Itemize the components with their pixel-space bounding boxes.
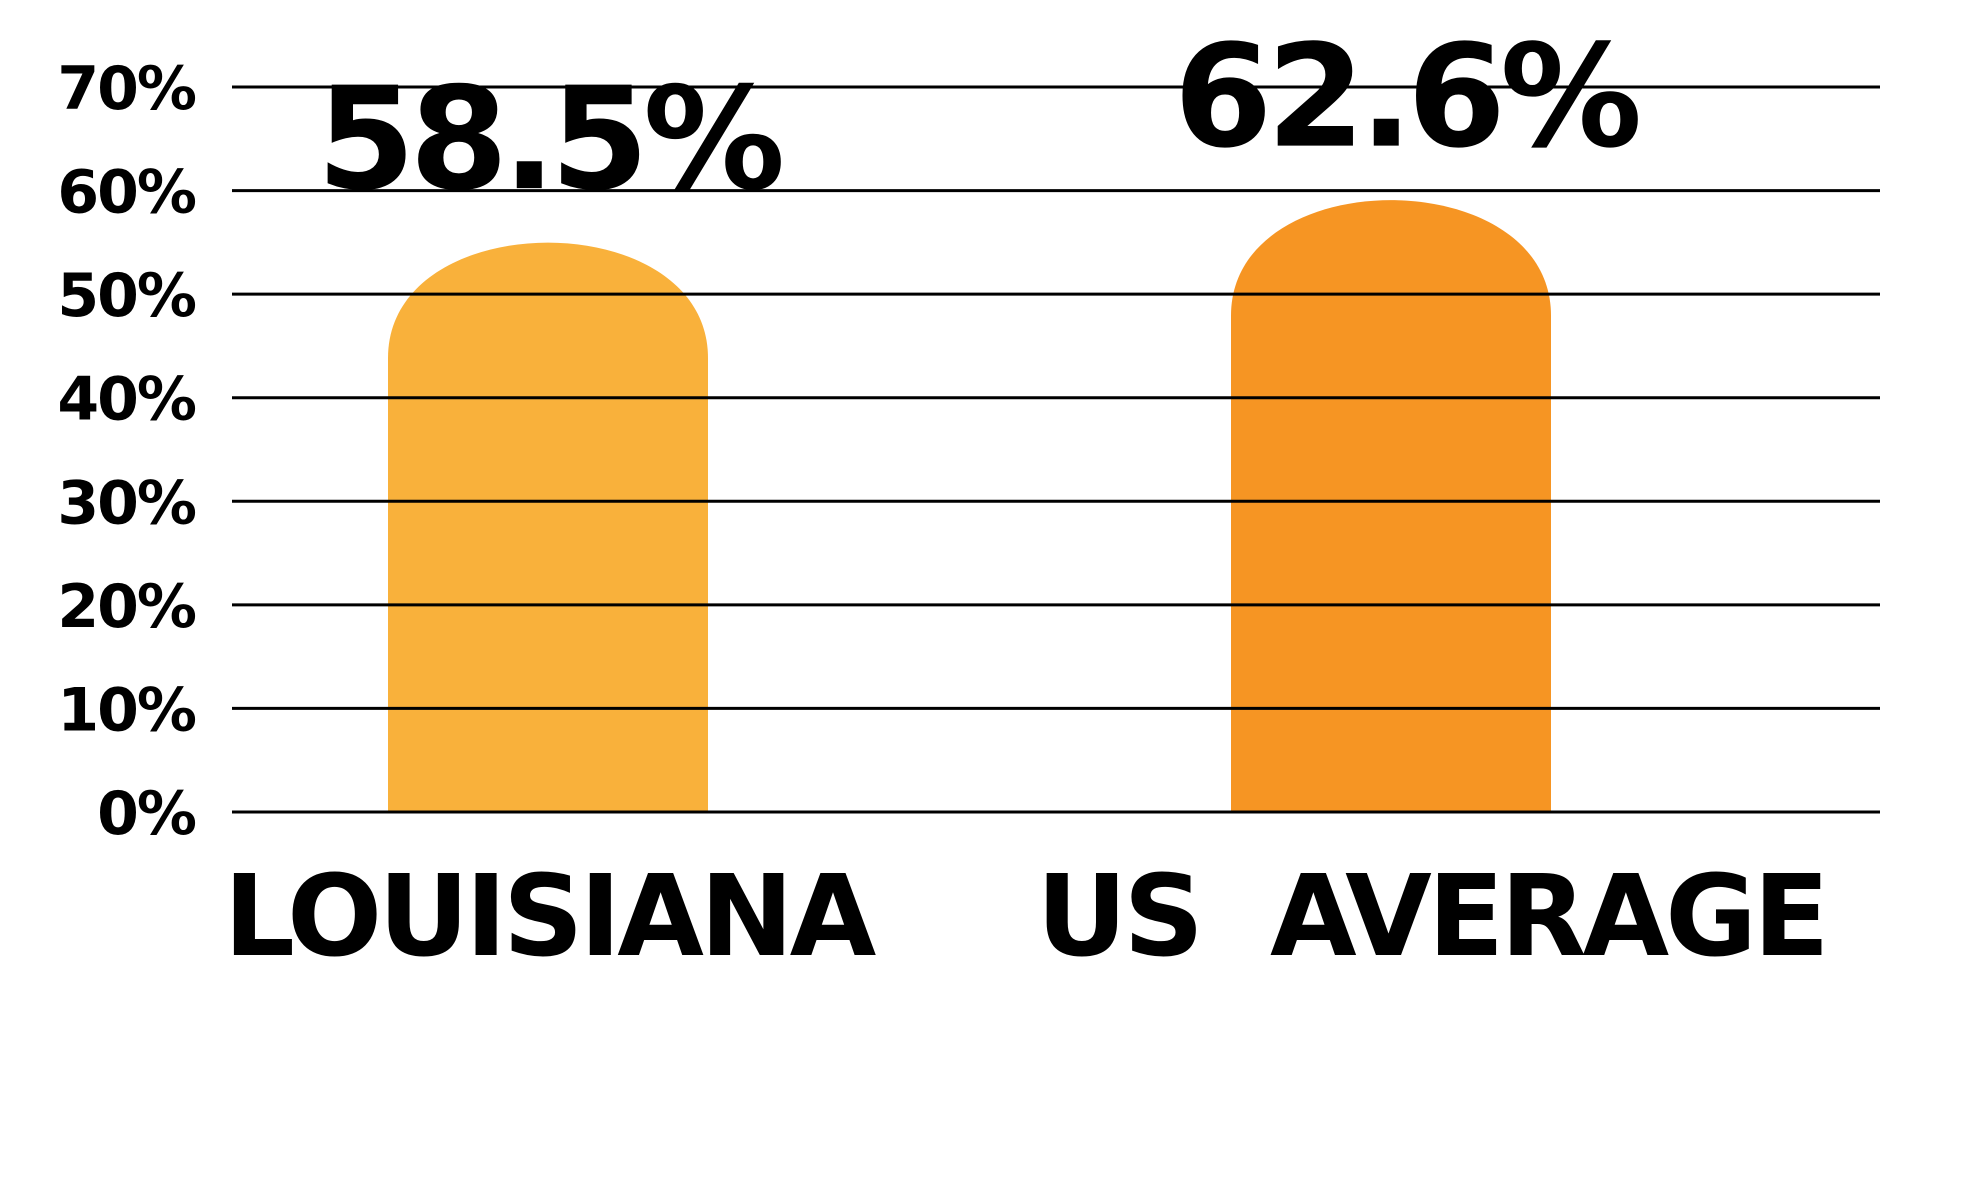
y-tick-label: 40% — [57, 365, 195, 435]
category-label: LOUISIANA — [224, 852, 877, 982]
y-tick-label: 30% — [57, 468, 195, 538]
y-tick-label: 50% — [57, 261, 195, 331]
y-tick-label: 10% — [57, 675, 195, 745]
bar-louisiana — [388, 242, 708, 812]
bars — [388, 200, 1551, 813]
y-tick-label: 0% — [97, 779, 196, 849]
value-labels: 58.5% 62.6% — [317, 15, 1644, 222]
category-label: US AVERAGE — [1036, 852, 1825, 982]
y-tick-label: 70% — [57, 54, 195, 124]
y-tick-label: 60% — [57, 158, 195, 228]
y-tick-label: 20% — [57, 572, 195, 642]
bar-us-average — [1231, 200, 1551, 813]
gridlines — [232, 85, 1880, 814]
value-label: 58.5% — [317, 57, 781, 222]
category-labels: LOUISIANA US AVERAGE — [224, 852, 1830, 982]
value-label: 62.6% — [1174, 15, 1638, 180]
y-axis-tick-labels: 0% 10% 20% 30% 40% 50% 60% 70% — [57, 54, 197, 849]
